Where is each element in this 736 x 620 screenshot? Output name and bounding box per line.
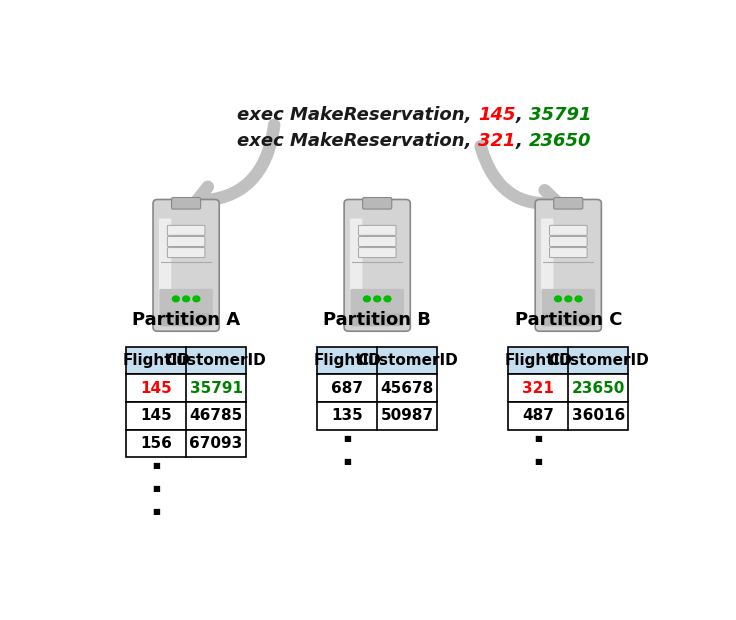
- Text: FlightID: FlightID: [122, 353, 190, 368]
- Text: 145: 145: [141, 408, 172, 423]
- FancyArrowPatch shape: [481, 146, 558, 218]
- Text: ,: ,: [516, 106, 529, 124]
- Text: 145: 145: [141, 381, 172, 396]
- FancyBboxPatch shape: [535, 200, 601, 331]
- Text: ■: ■: [534, 433, 542, 443]
- FancyBboxPatch shape: [317, 402, 437, 430]
- FancyBboxPatch shape: [127, 347, 246, 374]
- FancyBboxPatch shape: [153, 200, 219, 331]
- FancyBboxPatch shape: [550, 225, 587, 235]
- Text: 50987: 50987: [381, 408, 434, 423]
- Text: ■: ■: [343, 433, 351, 443]
- FancyBboxPatch shape: [358, 247, 396, 258]
- Text: 35791: 35791: [529, 106, 591, 124]
- Text: 156: 156: [141, 436, 172, 451]
- Polygon shape: [352, 312, 403, 326]
- Text: 35791: 35791: [190, 381, 243, 396]
- FancyBboxPatch shape: [542, 289, 595, 327]
- FancyBboxPatch shape: [541, 218, 553, 322]
- FancyBboxPatch shape: [358, 225, 396, 235]
- Text: FlightID: FlightID: [504, 353, 573, 368]
- Text: Partition A: Partition A: [132, 311, 240, 329]
- Circle shape: [575, 296, 582, 302]
- Text: 321: 321: [478, 132, 516, 150]
- Text: 67093: 67093: [189, 436, 243, 451]
- Text: ■: ■: [152, 484, 160, 494]
- Text: Partition C: Partition C: [514, 311, 622, 329]
- FancyBboxPatch shape: [127, 430, 246, 458]
- FancyBboxPatch shape: [167, 236, 205, 247]
- FancyBboxPatch shape: [159, 289, 213, 327]
- FancyArrowPatch shape: [197, 125, 275, 215]
- FancyBboxPatch shape: [550, 236, 587, 247]
- Text: CustomerID: CustomerID: [357, 353, 458, 368]
- FancyBboxPatch shape: [127, 402, 246, 430]
- FancyBboxPatch shape: [167, 225, 205, 235]
- FancyBboxPatch shape: [127, 374, 246, 402]
- Circle shape: [172, 296, 180, 302]
- Text: CustomerID: CustomerID: [548, 353, 648, 368]
- FancyBboxPatch shape: [350, 289, 404, 327]
- Polygon shape: [161, 312, 211, 326]
- Text: 145: 145: [478, 106, 516, 124]
- Text: CustomerID: CustomerID: [166, 353, 266, 368]
- Text: FlightID: FlightID: [314, 353, 381, 368]
- FancyBboxPatch shape: [509, 402, 628, 430]
- Circle shape: [565, 296, 572, 302]
- Text: Partition B: Partition B: [323, 311, 431, 329]
- Text: 36016: 36016: [572, 408, 625, 423]
- Text: 135: 135: [331, 408, 363, 423]
- FancyBboxPatch shape: [363, 198, 392, 209]
- Text: exec MakeReservation,: exec MakeReservation,: [238, 132, 478, 150]
- Text: 487: 487: [523, 408, 554, 423]
- Text: ■: ■: [152, 461, 160, 471]
- Polygon shape: [543, 312, 593, 326]
- FancyBboxPatch shape: [550, 247, 587, 258]
- Text: exec MakeReservation,: exec MakeReservation,: [238, 106, 478, 124]
- FancyBboxPatch shape: [358, 236, 396, 247]
- FancyBboxPatch shape: [317, 374, 437, 402]
- Circle shape: [374, 296, 381, 302]
- Circle shape: [555, 296, 562, 302]
- Text: 45678: 45678: [381, 381, 434, 396]
- FancyBboxPatch shape: [317, 347, 437, 374]
- Circle shape: [183, 296, 190, 302]
- Text: 23650: 23650: [529, 132, 591, 150]
- Circle shape: [384, 296, 391, 302]
- Text: ■: ■: [534, 456, 542, 466]
- FancyBboxPatch shape: [167, 247, 205, 258]
- FancyBboxPatch shape: [159, 218, 171, 322]
- Text: 46785: 46785: [189, 408, 243, 423]
- Text: 23650: 23650: [572, 381, 625, 396]
- Circle shape: [364, 296, 370, 302]
- Text: 687: 687: [331, 381, 364, 396]
- Circle shape: [193, 296, 199, 302]
- Text: ■: ■: [343, 456, 351, 466]
- FancyBboxPatch shape: [553, 198, 583, 209]
- FancyBboxPatch shape: [171, 198, 201, 209]
- Text: ■: ■: [152, 507, 160, 516]
- FancyBboxPatch shape: [350, 218, 362, 322]
- FancyBboxPatch shape: [509, 374, 628, 402]
- Text: ,: ,: [516, 132, 529, 150]
- FancyBboxPatch shape: [344, 200, 410, 331]
- Text: 321: 321: [523, 381, 554, 396]
- FancyBboxPatch shape: [509, 347, 628, 374]
